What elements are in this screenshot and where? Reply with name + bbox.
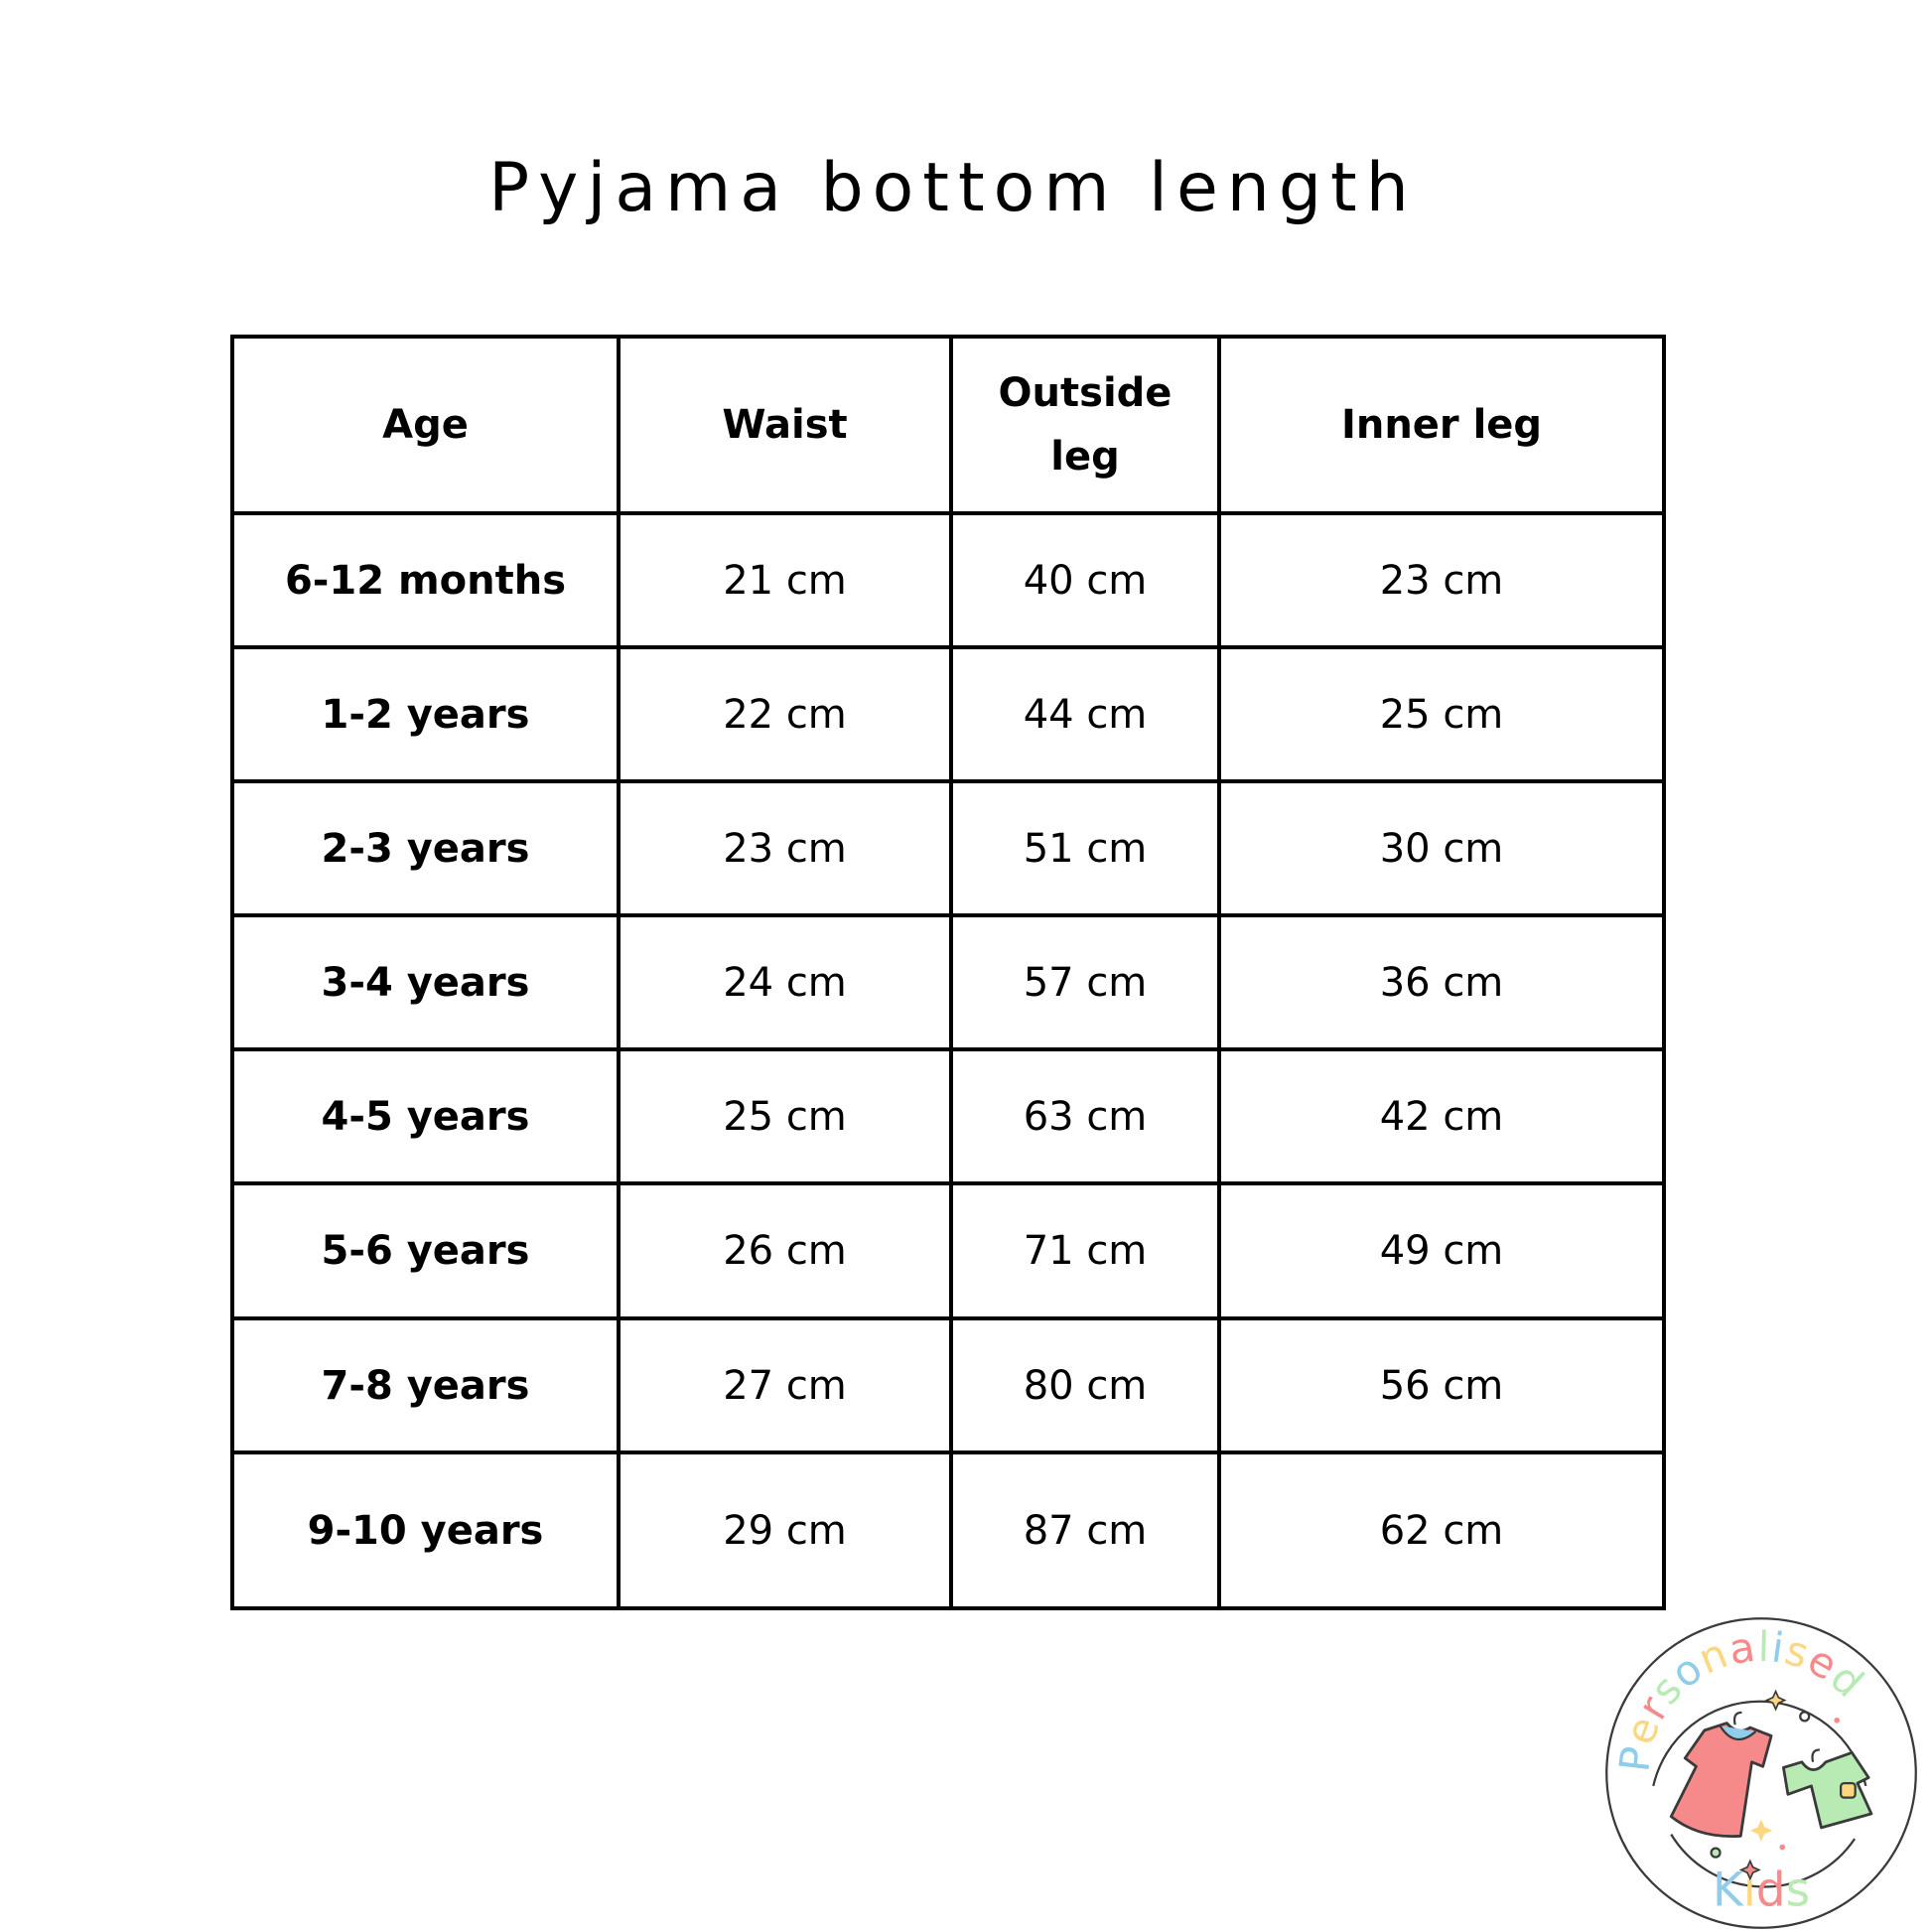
cell-age: 5-6 years [230, 1181, 621, 1320]
cell-inner-leg: 36 cm [1217, 913, 1666, 1051]
cell-age: 9-10 years [230, 1450, 621, 1610]
table-row: 9-10 years 29 cm 87 cm 62 cm [230, 1450, 1666, 1610]
header-outside-leg: Outside leg [949, 335, 1221, 515]
cell-waist: 26 cm [617, 1181, 953, 1320]
cell-outside-leg: 80 cm [949, 1316, 1221, 1454]
cell-outside-leg: 51 cm [949, 779, 1221, 917]
header-outside-leg-label: Outside leg [998, 370, 1173, 480]
size-table: Age Waist Outside leg Inner leg 6-12 mon… [230, 335, 1666, 1610]
table-row: 6-12 months 21 cm 40 cm 23 cm [230, 511, 1666, 649]
cell-inner-leg: 25 cm [1217, 645, 1666, 783]
cell-waist: 27 cm [617, 1316, 953, 1454]
table-row: 1-2 years 22 cm 44 cm 25 cm [230, 645, 1666, 783]
personalised-kids-logo: Personalised Kids [1605, 1617, 1917, 1929]
table-row: 3-4 years 24 cm 57 cm 36 cm [230, 913, 1666, 1051]
cell-age: 7-8 years [230, 1316, 621, 1454]
cell-waist: 25 cm [617, 1047, 953, 1185]
cell-age: 3-4 years [230, 913, 621, 1051]
cell-outside-leg: 63 cm [949, 1047, 1221, 1185]
cell-age: 1-2 years [230, 645, 621, 783]
table-header-row: Age Waist Outside leg Inner leg [230, 335, 1666, 515]
cell-outside-leg: 71 cm [949, 1181, 1221, 1320]
cell-outside-leg: 87 cm [949, 1450, 1221, 1610]
header-inner-leg: Inner leg [1217, 335, 1666, 515]
cell-inner-leg: 56 cm [1217, 1316, 1666, 1454]
cell-waist: 23 cm [617, 779, 953, 917]
cell-waist: 24 cm [617, 913, 953, 1051]
cell-age: 4-5 years [230, 1047, 621, 1185]
cell-inner-leg: 42 cm [1217, 1047, 1666, 1185]
header-waist: Waist [617, 335, 953, 515]
cell-outside-leg: 44 cm [949, 645, 1221, 783]
cell-inner-leg: 62 cm [1217, 1450, 1666, 1610]
page-title: Pyjama bottom length [488, 149, 1418, 227]
svg-text:Kids: Kids [1713, 1863, 1810, 1917]
cell-outside-leg: 57 cm [949, 913, 1221, 1051]
table-row: 5-6 years 26 cm 71 cm 49 cm [230, 1181, 1666, 1320]
table-row: 4-5 years 25 cm 63 cm 42 cm [230, 1047, 1666, 1185]
cell-age: 6-12 months [230, 511, 621, 649]
cell-inner-leg: 23 cm [1217, 511, 1666, 649]
cell-inner-leg: 49 cm [1217, 1181, 1666, 1320]
cell-outside-leg: 40 cm [949, 511, 1221, 649]
table-row: 7-8 years 27 cm 80 cm 56 cm [230, 1316, 1666, 1454]
cell-waist: 21 cm [617, 511, 953, 649]
cell-age: 2-3 years [230, 779, 621, 917]
cell-waist: 29 cm [617, 1450, 953, 1610]
table-row: 2-3 years 23 cm 51 cm 30 cm [230, 779, 1666, 917]
cell-inner-leg: 30 cm [1217, 779, 1666, 917]
header-age: Age [230, 335, 621, 515]
cell-waist: 22 cm [617, 645, 953, 783]
